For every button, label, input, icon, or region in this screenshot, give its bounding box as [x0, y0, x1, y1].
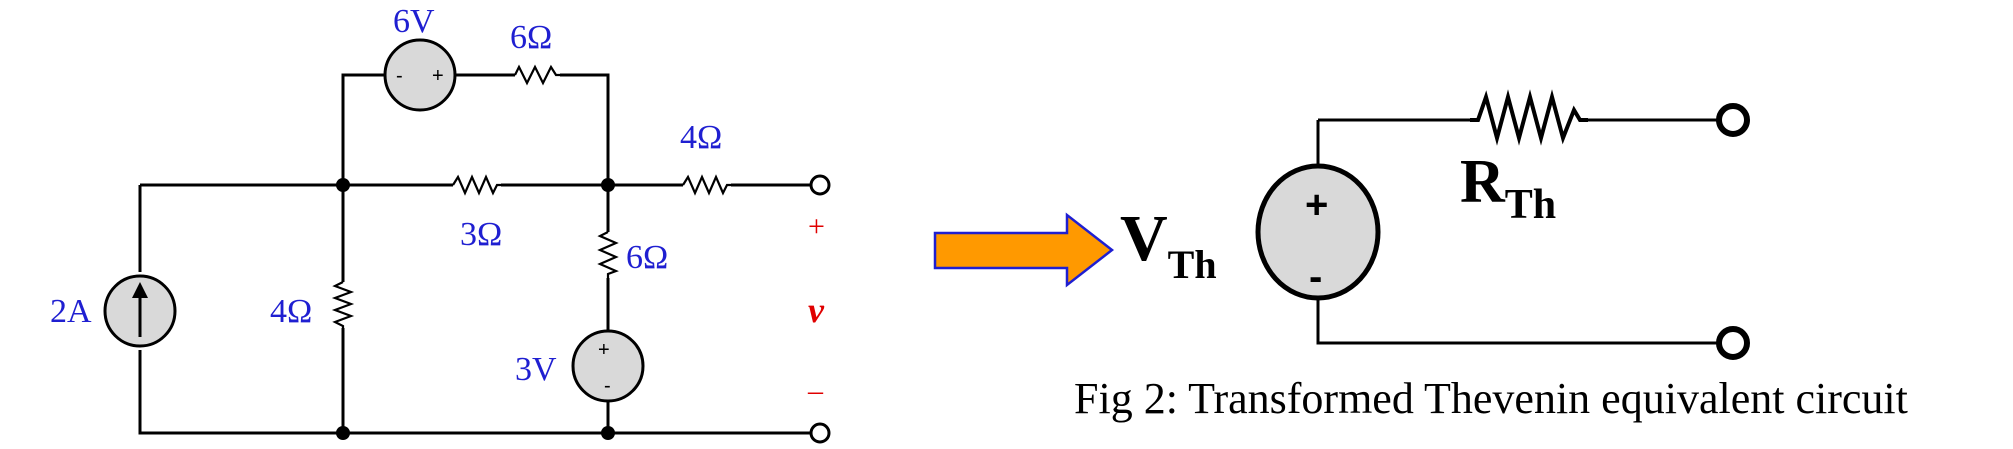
label-6ohm-vertical: 6Ω: [626, 239, 668, 276]
resistor-6ohm-vertical: [597, 231, 619, 278]
output-voltage-label: v: [808, 290, 825, 330]
vth-source-plus: +: [1305, 183, 1328, 227]
voltage-source-vth: [1255, 163, 1381, 301]
label-4ohm-right: 4Ω: [680, 119, 722, 156]
output-minus-label: –: [807, 374, 824, 407]
rth-label: RTh: [1460, 148, 1556, 228]
thevenin-circuit: VTh + - RTh: [1120, 89, 1750, 360]
thevenin-terminal-top: [1716, 103, 1750, 137]
source-6v-plus: +: [432, 65, 444, 87]
current-arrowhead-icon: [132, 282, 148, 298]
wire-top-branch: [341, 73, 610, 185]
output-terminal-top: [809, 174, 831, 196]
original-circuit: - + + - 6V 6Ω 4Ω 3Ω 6Ω 4Ω 2A 3V + v –: [50, 3, 831, 444]
source-3v-plus: +: [598, 339, 610, 361]
thevenin-wires: [1316, 118, 1718, 345]
figure-caption: Fig 2: Transformed Thevenin equivalent c…: [1074, 374, 1908, 423]
node-a: [336, 178, 350, 192]
output-terminal-bottom: [809, 422, 831, 444]
label-4ohm-left: 4Ω: [270, 293, 312, 330]
label-6ohm-top: 6Ω: [510, 19, 552, 56]
source-3v-minus: -: [604, 375, 611, 397]
node-b: [601, 178, 615, 192]
resistor-3ohm: [452, 174, 501, 196]
resistor-6ohm-top: [514, 64, 560, 86]
voltage-source-6v: [383, 38, 457, 112]
resistor-4ohm-left: [331, 281, 355, 328]
voltage-source-3v: [571, 329, 645, 403]
node-d: [601, 426, 615, 440]
vth-source-minus: -: [1309, 255, 1322, 299]
source-6v-minus: -: [396, 65, 403, 87]
label-2a: 2A: [50, 293, 92, 330]
vth-label: VTh: [1120, 202, 1217, 287]
output-plus-label: +: [808, 210, 825, 243]
node-c: [336, 426, 350, 440]
label-6v: 6V: [393, 3, 435, 40]
resistor-4ohm-right: [682, 174, 731, 196]
thevenin-terminal-bottom: [1716, 326, 1750, 360]
transform-arrow-icon: [933, 212, 1115, 288]
wire-left-loop: [138, 183, 820, 435]
label-3v: 3V: [515, 351, 557, 388]
resistor-rth: [1470, 89, 1588, 146]
label-3ohm: 3Ω: [460, 216, 502, 253]
